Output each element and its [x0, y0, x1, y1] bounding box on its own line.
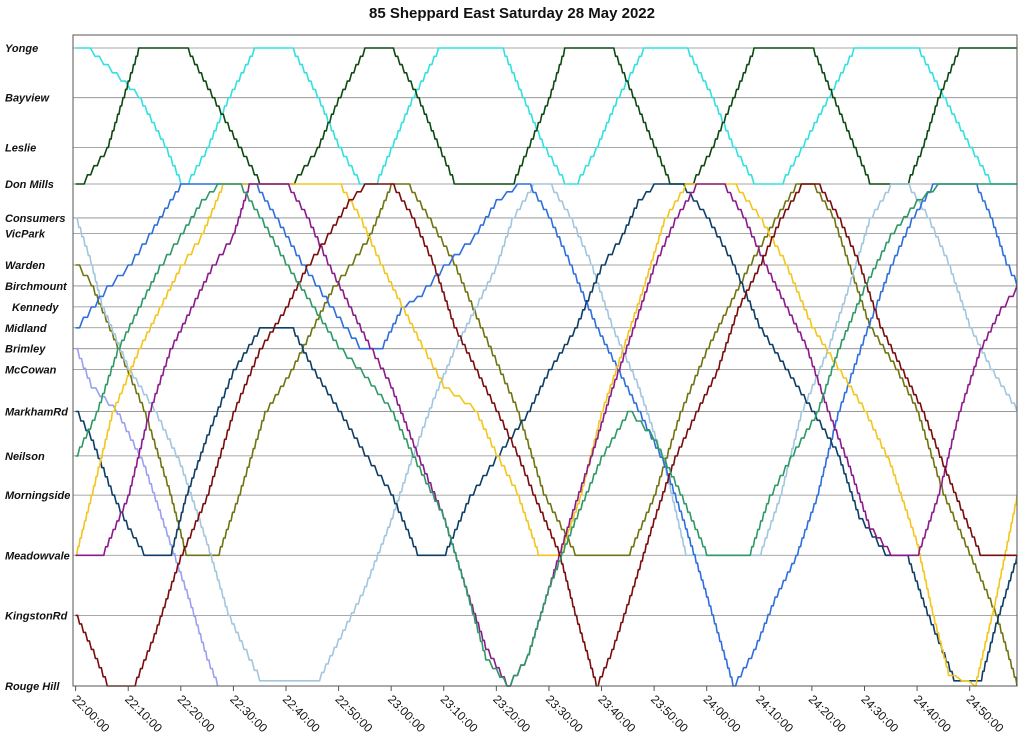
stop-label: Leslie — [5, 142, 36, 154]
gridlines — [73, 47, 1017, 687]
time-tick-labels: 22:00:00 22:10:00 22:20:00 22:30:00 22:40:00… — [70, 692, 1007, 735]
x-tick-label: 24:10:00 — [753, 692, 796, 735]
x-tick-label: 23:20:00 — [490, 692, 533, 735]
stop-label: McCowan — [5, 365, 57, 377]
x-tick-label: 23:30:00 — [543, 692, 586, 735]
stop-label: Don Mills — [5, 179, 54, 191]
stop-label: KingstonRd — [5, 610, 68, 622]
stop-label: Morningside — [5, 490, 70, 502]
x-tick-label: 22:50:00 — [332, 692, 375, 735]
x-tick-label: 24:00:00 — [701, 692, 744, 735]
series-line-9 — [75, 183, 1018, 687]
x-tick-label: 23:00:00 — [385, 692, 428, 735]
series-line-2 — [75, 47, 1017, 185]
stop-label: MarkhamRd — [5, 406, 68, 418]
stop-label: Bayview — [5, 93, 50, 105]
stop-label: Brimley — [5, 344, 46, 356]
x-tick-label: 23:50:00 — [648, 692, 691, 735]
x-tick-label: 23:10:00 — [438, 692, 481, 735]
stop-label: Warden — [5, 260, 45, 272]
series-line-10 — [75, 183, 1017, 687]
x-tick-label: 24:40:00 — [911, 692, 954, 735]
x-tick-label: 22:40:00 — [280, 692, 323, 735]
series-lines — [75, 47, 1018, 687]
stop-label: Neilson — [5, 451, 45, 463]
plot-border — [72, 34, 1018, 687]
x-tick-label: 22:10:00 — [122, 692, 165, 735]
x-tick-label: 23:40:00 — [595, 692, 638, 735]
stop-label: VicPark — [5, 229, 46, 241]
stop-label: Consumers — [5, 213, 66, 225]
series-line-1 — [75, 47, 1017, 185]
stop-label: Meadowvale — [5, 550, 70, 562]
series-line-8 — [75, 183, 1018, 687]
stop-labels: Yonge Bayview Leslie Don Mills Consumers VicP… — [5, 43, 70, 693]
x-tick-label: 22:20:00 — [175, 692, 218, 735]
stop-label: Kennedy — [12, 302, 59, 314]
series-line-11 — [75, 183, 1017, 687]
plot-frame — [72, 34, 1018, 691]
stop-label: Yonge — [5, 43, 38, 55]
x-tick-label: 22:30:00 — [227, 692, 270, 735]
chart-title: 85 Sheppard East Saturday 28 May 2022 — [369, 5, 655, 22]
series-line-4 — [75, 347, 219, 687]
stop-label: Rouge Hill — [5, 681, 60, 693]
x-tick-label: 24:30:00 — [858, 692, 901, 735]
series-line-3 — [75, 183, 1018, 687]
x-tick-label: 22:00:00 — [70, 692, 113, 735]
x-tick-label: 24:50:00 — [964, 692, 1007, 735]
stop-label: Birchmount — [5, 281, 68, 293]
stop-label: Midland — [5, 323, 47, 335]
series-line-5 — [75, 183, 1018, 682]
series-line-6 — [75, 183, 1018, 687]
x-tick-label: 24:20:00 — [806, 692, 849, 735]
